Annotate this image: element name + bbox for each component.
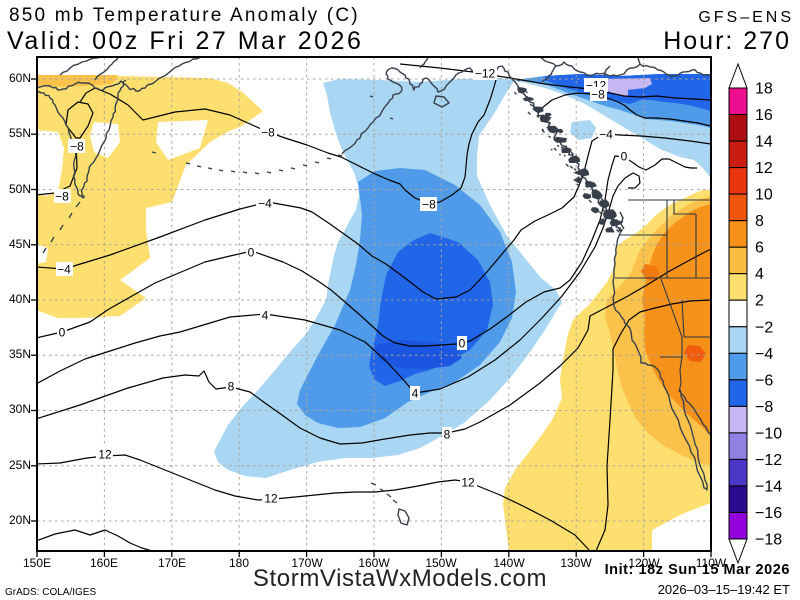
svg-text:0: 0: [459, 337, 466, 351]
svg-text:−4: −4: [599, 128, 613, 142]
svg-text:18: 18: [755, 81, 773, 98]
svg-text:0: 0: [248, 246, 255, 260]
svg-text:16: 16: [755, 107, 773, 124]
svg-text:−16: −16: [755, 505, 782, 522]
svg-text:−4: −4: [57, 263, 71, 277]
svg-text:12: 12: [98, 448, 112, 462]
svg-text:0: 0: [621, 150, 628, 164]
svg-text:8: 8: [755, 213, 764, 230]
svg-text:0: 0: [59, 326, 66, 340]
svg-text:−8: −8: [55, 190, 69, 204]
svg-text:−8: −8: [70, 140, 84, 154]
svg-text:8: 8: [444, 428, 451, 442]
svg-text:8: 8: [228, 380, 235, 394]
svg-text:−8: −8: [422, 198, 436, 212]
svg-text:12: 12: [264, 492, 278, 506]
svg-text:−10: −10: [755, 425, 782, 442]
svg-text:−18: −18: [755, 532, 782, 549]
svg-text:−6: −6: [755, 372, 773, 389]
svg-text:10: 10: [755, 187, 773, 204]
svg-text:2: 2: [755, 293, 764, 310]
svg-text:4: 4: [755, 266, 764, 283]
svg-text:−12: −12: [475, 67, 496, 81]
svg-text:−4: −4: [755, 346, 773, 363]
svg-text:14: 14: [755, 134, 773, 151]
svg-text:−12: −12: [755, 452, 782, 469]
svg-text:−4: −4: [258, 197, 272, 211]
svg-text:6: 6: [755, 240, 764, 257]
svg-text:−14: −14: [755, 479, 782, 496]
svg-text:4: 4: [262, 309, 269, 323]
svg-text:4: 4: [412, 387, 419, 401]
svg-text:12: 12: [461, 476, 475, 490]
svg-text:−8: −8: [755, 399, 773, 416]
svg-text:12: 12: [755, 160, 773, 177]
svg-text:−8: −8: [591, 88, 605, 102]
svg-text:−8: −8: [261, 126, 275, 140]
svg-text:−2: −2: [755, 319, 773, 336]
